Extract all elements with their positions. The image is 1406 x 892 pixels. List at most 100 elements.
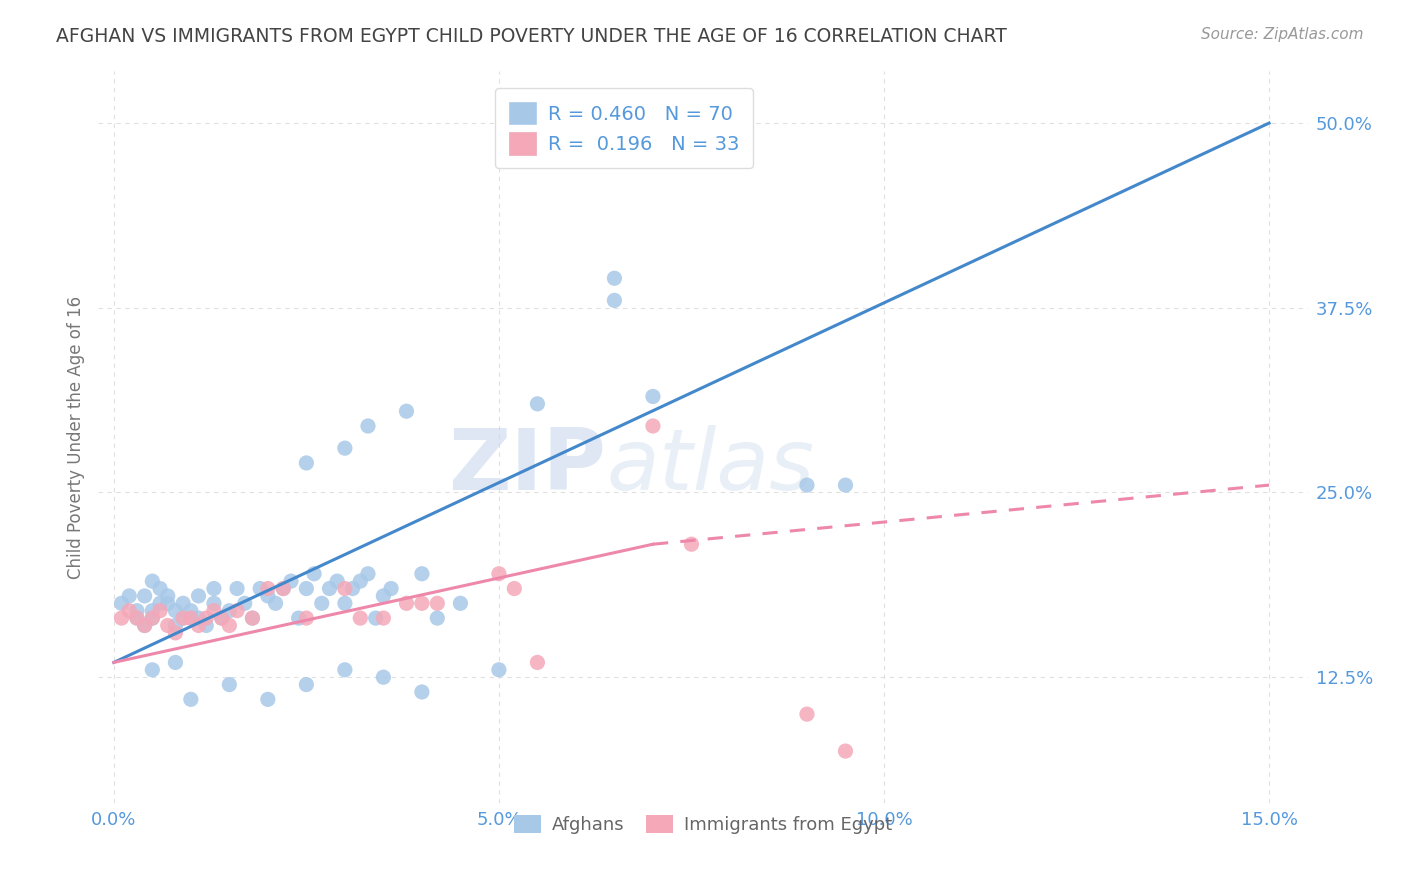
Point xyxy=(141,663,163,677)
Point xyxy=(233,596,256,610)
Point xyxy=(280,574,302,589)
Point xyxy=(526,656,548,670)
Point xyxy=(187,618,209,632)
Point xyxy=(218,677,240,691)
Point xyxy=(349,574,371,589)
Point xyxy=(187,589,209,603)
Text: Source: ZipAtlas.com: Source: ZipAtlas.com xyxy=(1201,27,1364,42)
Point xyxy=(796,478,818,492)
Point xyxy=(257,589,280,603)
Point xyxy=(134,618,156,632)
Point xyxy=(271,582,294,596)
Point xyxy=(295,456,318,470)
Point xyxy=(333,663,356,677)
Point xyxy=(333,596,356,610)
Point xyxy=(156,596,179,610)
Point xyxy=(411,685,433,699)
Point xyxy=(180,692,202,706)
Point xyxy=(134,589,156,603)
Point xyxy=(110,596,132,610)
Point xyxy=(295,611,318,625)
Point xyxy=(834,478,856,492)
Point xyxy=(426,611,449,625)
Point xyxy=(165,604,187,618)
Point xyxy=(156,618,179,632)
Point xyxy=(118,589,141,603)
Point xyxy=(172,596,194,610)
Point xyxy=(172,611,194,625)
Point xyxy=(187,611,209,625)
Point xyxy=(364,611,387,625)
Point xyxy=(257,582,280,596)
Point xyxy=(195,611,218,625)
Point xyxy=(326,574,349,589)
Point xyxy=(211,611,233,625)
Point xyxy=(134,618,156,632)
Point xyxy=(373,670,395,684)
Point xyxy=(357,566,380,581)
Point xyxy=(333,441,356,455)
Point xyxy=(302,566,325,581)
Point xyxy=(373,589,395,603)
Point xyxy=(257,692,280,706)
Point xyxy=(211,611,233,625)
Point xyxy=(202,582,225,596)
Point xyxy=(395,596,418,610)
Point xyxy=(141,604,163,618)
Point xyxy=(242,611,264,625)
Point xyxy=(125,611,148,625)
Text: atlas: atlas xyxy=(606,425,814,508)
Point xyxy=(488,663,510,677)
Point xyxy=(218,618,240,632)
Point xyxy=(118,604,141,618)
Point xyxy=(603,293,626,308)
Point xyxy=(172,611,194,625)
Point xyxy=(141,574,163,589)
Point xyxy=(165,656,187,670)
Point xyxy=(165,625,187,640)
Y-axis label: Child Poverty Under the Age of 16: Child Poverty Under the Age of 16 xyxy=(66,295,84,579)
Point xyxy=(271,582,294,596)
Point xyxy=(156,589,179,603)
Point xyxy=(218,604,240,618)
Point xyxy=(503,582,526,596)
Point xyxy=(110,611,132,625)
Point xyxy=(342,582,364,596)
Point xyxy=(295,582,318,596)
Point xyxy=(373,611,395,625)
Point xyxy=(603,271,626,285)
Point xyxy=(411,566,433,581)
Point xyxy=(149,582,172,596)
Point xyxy=(349,611,371,625)
Point xyxy=(641,419,664,434)
Point xyxy=(242,611,264,625)
Point xyxy=(226,604,249,618)
Point xyxy=(165,618,187,632)
Text: ZIP: ZIP xyxy=(449,425,606,508)
Point xyxy=(287,611,309,625)
Point xyxy=(333,582,356,596)
Point xyxy=(141,611,163,625)
Point xyxy=(488,566,510,581)
Point xyxy=(180,604,202,618)
Legend: Afghans, Immigrants from Egypt: Afghans, Immigrants from Egypt xyxy=(506,807,900,841)
Point xyxy=(264,596,287,610)
Point xyxy=(411,596,433,610)
Point xyxy=(449,596,471,610)
Point xyxy=(526,397,548,411)
Point xyxy=(318,582,340,596)
Point xyxy=(149,596,172,610)
Point xyxy=(180,611,202,625)
Point xyxy=(311,596,333,610)
Point xyxy=(249,582,271,596)
Text: AFGHAN VS IMMIGRANTS FROM EGYPT CHILD POVERTY UNDER THE AGE OF 16 CORRELATION CH: AFGHAN VS IMMIGRANTS FROM EGYPT CHILD PO… xyxy=(56,27,1007,45)
Point xyxy=(357,419,380,434)
Point xyxy=(681,537,703,551)
Point xyxy=(125,604,148,618)
Point xyxy=(202,604,225,618)
Point xyxy=(295,677,318,691)
Point xyxy=(834,744,856,758)
Point xyxy=(380,582,402,596)
Point xyxy=(641,389,664,403)
Point xyxy=(195,618,218,632)
